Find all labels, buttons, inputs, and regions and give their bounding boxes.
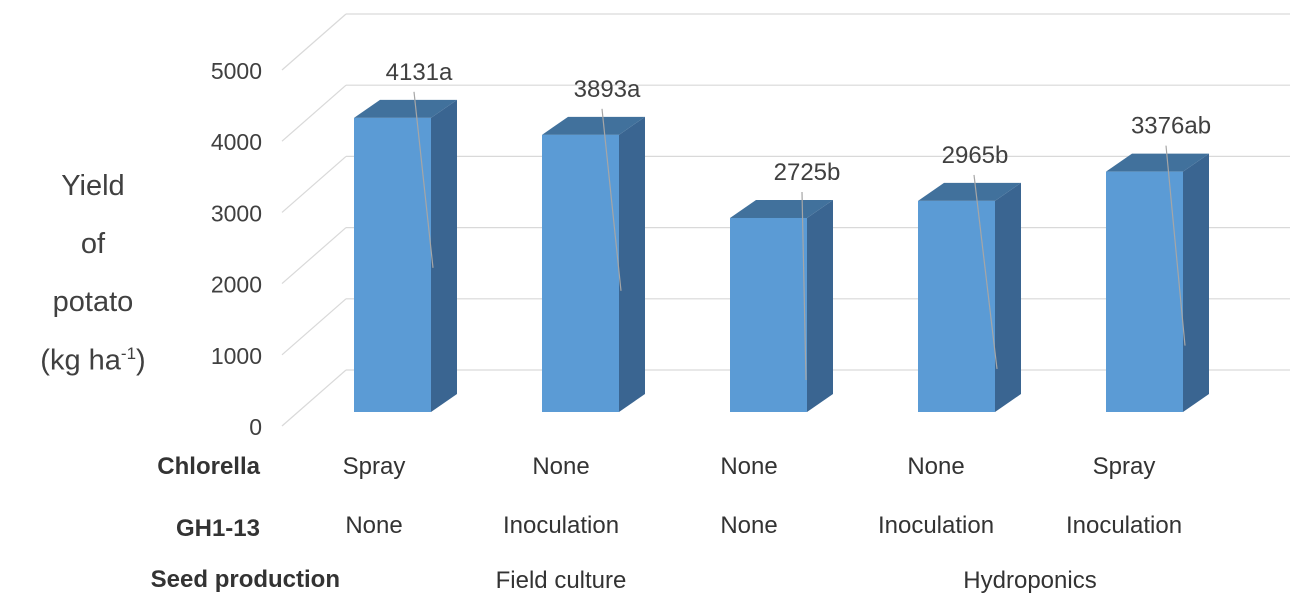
bar-top xyxy=(542,116,645,135)
leader-line xyxy=(973,174,998,369)
bars xyxy=(354,99,1209,413)
bar-front xyxy=(542,134,619,412)
y-axis-label-line-2: of xyxy=(80,228,106,260)
gh1-13-cell-5: Inoculation xyxy=(1065,512,1183,539)
bar-side xyxy=(431,99,457,412)
bar-side xyxy=(995,182,1021,412)
gridline-diagonal xyxy=(281,84,347,142)
gh1-13-cell-3: None xyxy=(720,512,778,539)
data-label: 3893a xyxy=(574,76,641,103)
bar-side xyxy=(619,116,645,413)
y-tick-label: 1000 xyxy=(211,343,262,369)
gridline-diagonal xyxy=(281,298,347,356)
gh1-13-cell-4: Inoculation xyxy=(877,512,995,539)
bar xyxy=(918,182,1021,412)
chlorella-cell-1: Spray xyxy=(342,453,406,480)
bar-side xyxy=(807,199,833,412)
bar-top xyxy=(730,199,833,218)
y-axis-label-line-3: potato xyxy=(52,286,134,318)
gh1-13-cell-1: None xyxy=(345,512,403,539)
row-label-gh1-13: GH1-13 xyxy=(175,515,260,542)
gridline-diagonal xyxy=(281,13,347,71)
chlorella-cell-5: Spray xyxy=(1092,453,1156,480)
bar-front xyxy=(1106,171,1183,412)
bar-top xyxy=(1106,153,1209,172)
bar-front xyxy=(918,200,995,412)
leader-line xyxy=(801,191,807,380)
bar-front xyxy=(730,217,807,412)
y-tick-label: 2000 xyxy=(211,272,262,298)
y-axis-label-unit: (kg ha-1) xyxy=(40,344,146,377)
y-tick-label: 3000 xyxy=(211,200,262,226)
y-axis-label-line-1: Yield xyxy=(61,170,125,202)
row-label-chlorella: Chlorella xyxy=(157,453,260,480)
leader-line xyxy=(413,91,434,268)
y-tick-label: 5000 xyxy=(211,58,262,84)
row-label-seed-production: Seed production xyxy=(150,566,340,593)
y-tick-labels: 0 1000 2000 3000 4000 5000 xyxy=(211,58,262,440)
chlorella-cell-3: None xyxy=(720,453,778,480)
gridline-diagonal xyxy=(281,369,347,427)
data-label: 3376ab xyxy=(1131,113,1211,140)
bar-top xyxy=(354,99,457,118)
seed-group-hydroponics: Hydroponics xyxy=(963,567,1097,594)
bar-front xyxy=(354,117,431,412)
chlorella-cell-2: None xyxy=(532,453,590,480)
leader-lines xyxy=(413,91,1186,380)
gridline-diagonal xyxy=(281,155,347,213)
y-tick-label: 0 xyxy=(249,414,262,440)
chlorella-cell-4: None xyxy=(907,453,965,480)
bar xyxy=(1106,153,1209,413)
bar xyxy=(542,116,645,413)
gridline-diagonal xyxy=(281,227,347,285)
leader-line xyxy=(601,108,622,291)
bar-top xyxy=(918,182,1021,201)
data-label: 2965b xyxy=(942,142,1009,169)
y-tick-label: 4000 xyxy=(211,129,262,155)
seed-group-field-culture: Field culture xyxy=(495,567,627,594)
leader-line xyxy=(1165,145,1186,346)
bar xyxy=(354,99,457,412)
gh1-13-cell-2: Inoculation xyxy=(502,512,620,539)
data-label: 2725b xyxy=(774,159,841,186)
data-labels: 4131a 3893a 2725b 2965b 3376ab xyxy=(386,59,1211,186)
bar xyxy=(730,199,833,412)
bar-side xyxy=(1183,153,1209,413)
data-label: 4131a xyxy=(386,59,453,86)
